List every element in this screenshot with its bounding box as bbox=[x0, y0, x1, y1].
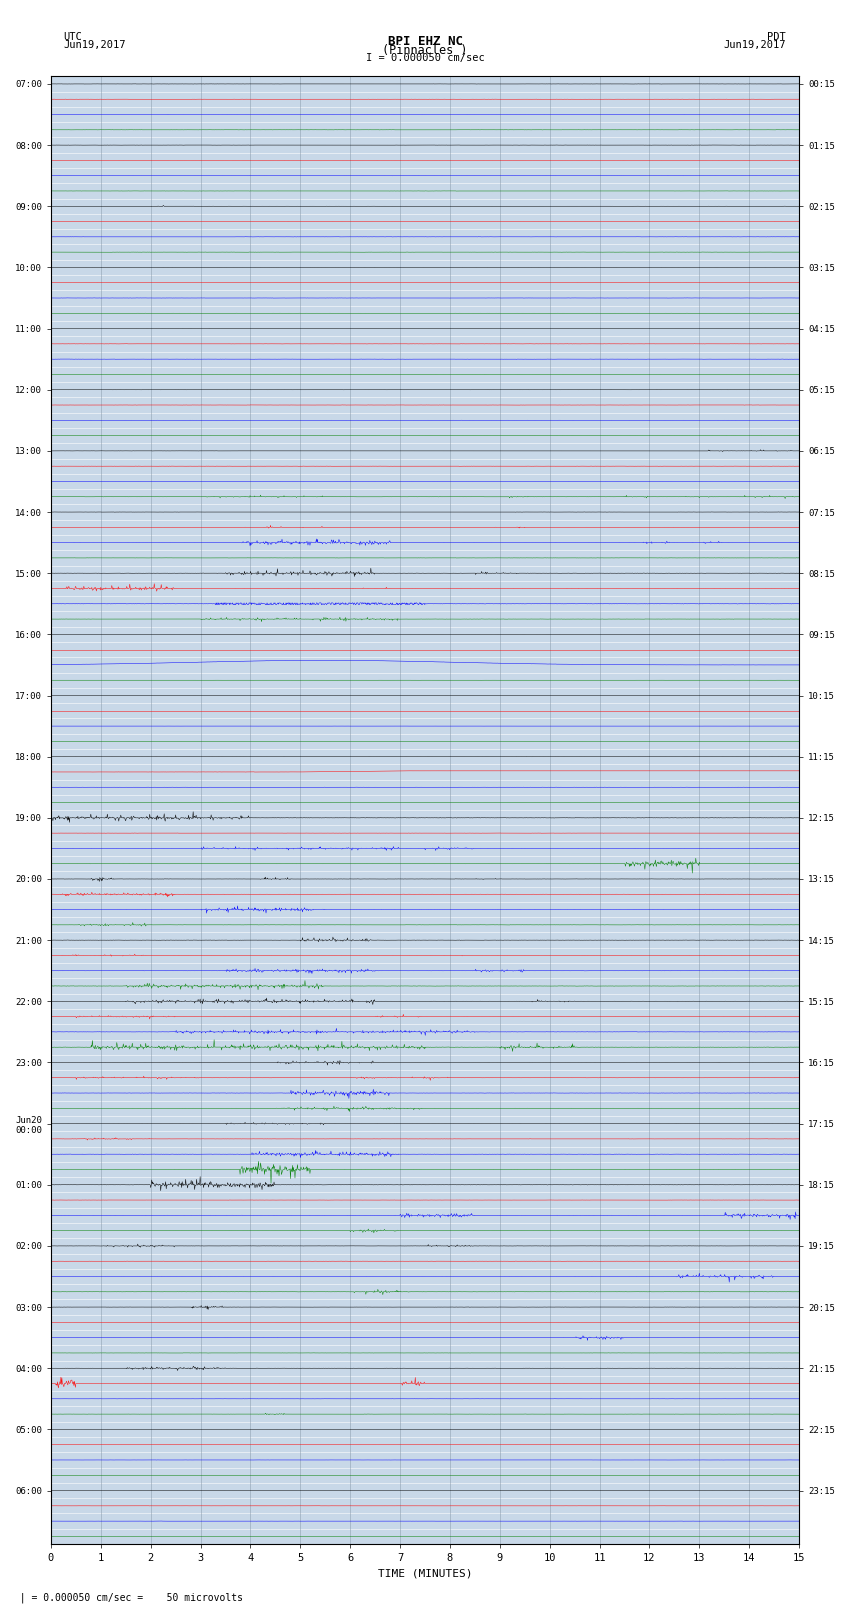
Text: | = 0.000050 cm/sec =    50 microvolts: | = 0.000050 cm/sec = 50 microvolts bbox=[8, 1592, 243, 1603]
Text: I = 0.000050 cm/sec: I = 0.000050 cm/sec bbox=[366, 53, 484, 63]
Text: Jun19,2017: Jun19,2017 bbox=[723, 40, 786, 50]
Text: BPI EHZ NC: BPI EHZ NC bbox=[388, 35, 462, 48]
Text: Jun19,2017: Jun19,2017 bbox=[64, 40, 127, 50]
Text: (Pinnacles ): (Pinnacles ) bbox=[382, 44, 468, 56]
Text: UTC: UTC bbox=[64, 32, 82, 42]
X-axis label: TIME (MINUTES): TIME (MINUTES) bbox=[377, 1569, 473, 1579]
Text: PDT: PDT bbox=[768, 32, 786, 42]
